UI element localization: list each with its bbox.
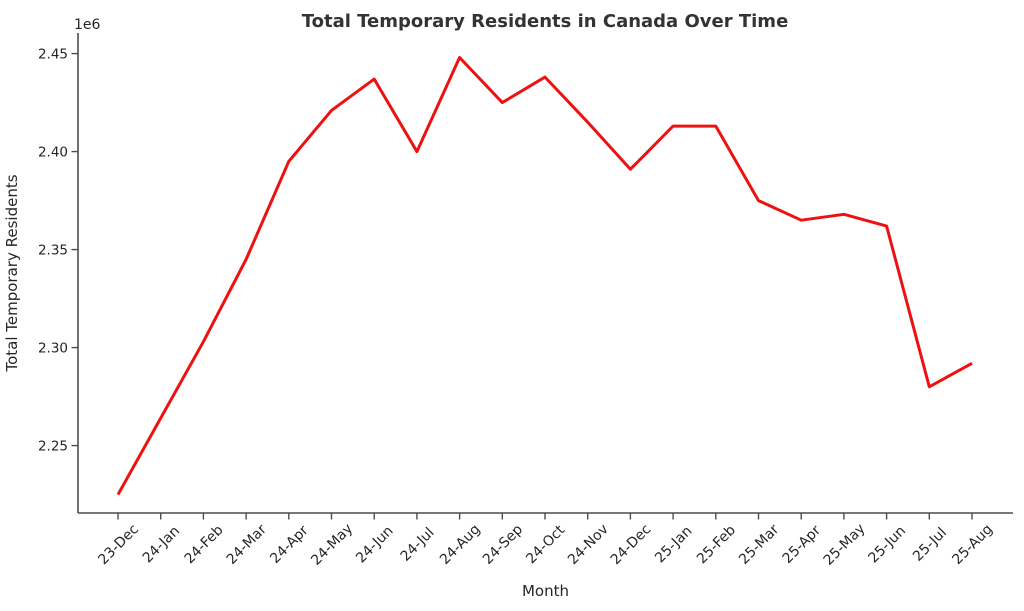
x-tick-label: 24-Feb <box>182 522 227 567</box>
x-tick-label: 24-Jun <box>353 523 397 567</box>
y-tick-label: 2.35 <box>38 242 68 258</box>
x-tick-label: 25-Feb <box>694 522 739 567</box>
y-tick-label: 2.45 <box>38 46 68 62</box>
x-tick-label: 24-Sep <box>480 522 526 568</box>
series-line-total-temporary-residents <box>116 55 973 496</box>
x-tick-label: 24-Aug <box>437 521 484 568</box>
y-tick-label: 2.25 <box>38 438 68 454</box>
chart-title: Total Temporary Residents in Canada Over… <box>301 11 789 32</box>
x-axis-label: Month <box>522 582 569 600</box>
x-tick-label: 24-Dec <box>608 521 655 568</box>
x-tick-label: 24-Jan <box>140 523 183 566</box>
x-tick-label: 24-Apr <box>267 522 312 567</box>
y-tick-label: 2.30 <box>38 340 68 356</box>
y-tick-label: 2.40 <box>38 144 68 160</box>
x-tick-label: 23-Dec <box>95 521 142 568</box>
x-tick-label: 25-Apr <box>780 522 825 567</box>
y-axis-offset-text: 1e6 <box>74 17 101 33</box>
x-tick-label: 24-Oct <box>523 522 568 567</box>
x-tick-label: 25-May <box>821 521 869 569</box>
x-tick-label: 24-Jul <box>398 525 438 565</box>
x-tick-label: 25-Jul <box>910 525 950 565</box>
y-axis-label: Total Temporary Residents <box>3 174 21 372</box>
x-tick-label: 25-Mar <box>736 521 782 567</box>
x-tick-label: 24-Nov <box>565 521 612 568</box>
x-tick-label: 25-Jan <box>652 523 695 566</box>
x-tick-label: 25-Aug <box>949 521 996 568</box>
x-tick-label: 25-Jun <box>866 523 910 567</box>
x-tick-label: 24-May <box>308 521 356 569</box>
x-tick-label: 24-Mar <box>224 521 270 567</box>
